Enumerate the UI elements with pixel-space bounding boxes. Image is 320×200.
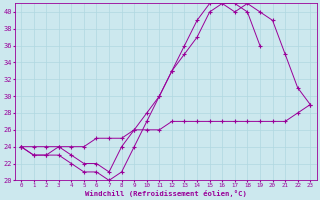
X-axis label: Windchill (Refroidissement éolien,°C): Windchill (Refroidissement éolien,°C): [85, 190, 247, 197]
